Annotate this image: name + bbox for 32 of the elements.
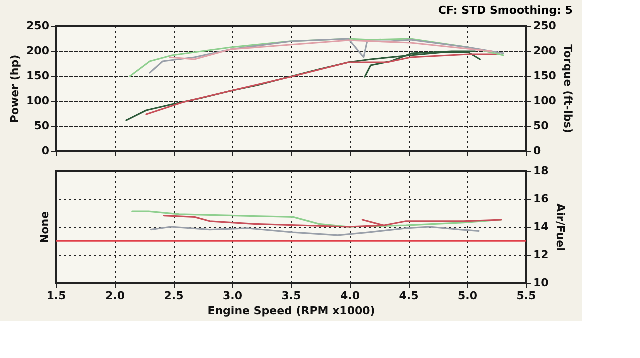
x-axis-title: Engine Speed (RPM x1000)	[208, 304, 376, 318]
x-tick-label: 2.5	[164, 290, 184, 302]
y-axis-title: None	[38, 211, 52, 244]
y2-tick-label: 250	[534, 20, 557, 32]
x-tick-label: 3.0	[223, 290, 243, 302]
x-tick-label: 5.5	[516, 290, 536, 302]
y2-tick-label: 18	[534, 164, 549, 178]
y-tick-label: 250	[26, 20, 50, 32]
x-tick-label: 3.5	[282, 290, 302, 302]
x-tick-label: 4.0	[340, 290, 360, 302]
y-tick-label: 200	[26, 44, 50, 58]
y-tick-label: 50	[34, 120, 50, 132]
y2-axis-title: Torque (ft-lbs)	[561, 44, 574, 134]
y-tick-label: 0	[42, 144, 50, 158]
x-tick-label: 2.0	[106, 290, 126, 302]
y2-tick-label: 10	[534, 276, 550, 290]
y-axis-title: Power (hp)	[8, 54, 22, 124]
y2-tick-label: 16	[534, 192, 550, 206]
text: CF: STD Smoothing: 5	[438, 4, 573, 17]
x-tick-label: 5.0	[458, 290, 478, 302]
y2-tick-label: 0	[534, 144, 542, 158]
y-tick-label: 100	[26, 94, 50, 108]
y2-tick-label: 200	[534, 44, 557, 58]
x-tick-label: 4.5	[399, 290, 419, 302]
y2-tick-label: 150	[534, 70, 557, 82]
y-tick-label: 150	[26, 70, 50, 82]
x-tick-label: 1.5	[46, 290, 66, 302]
y2-tick-label: 50	[534, 120, 550, 132]
y2-tick-label: 100	[534, 94, 557, 108]
y2-tick-label: 12	[534, 248, 549, 262]
y2-tick-label: 14	[534, 220, 550, 234]
y2-axis-title: Air/Fuel	[554, 204, 567, 252]
